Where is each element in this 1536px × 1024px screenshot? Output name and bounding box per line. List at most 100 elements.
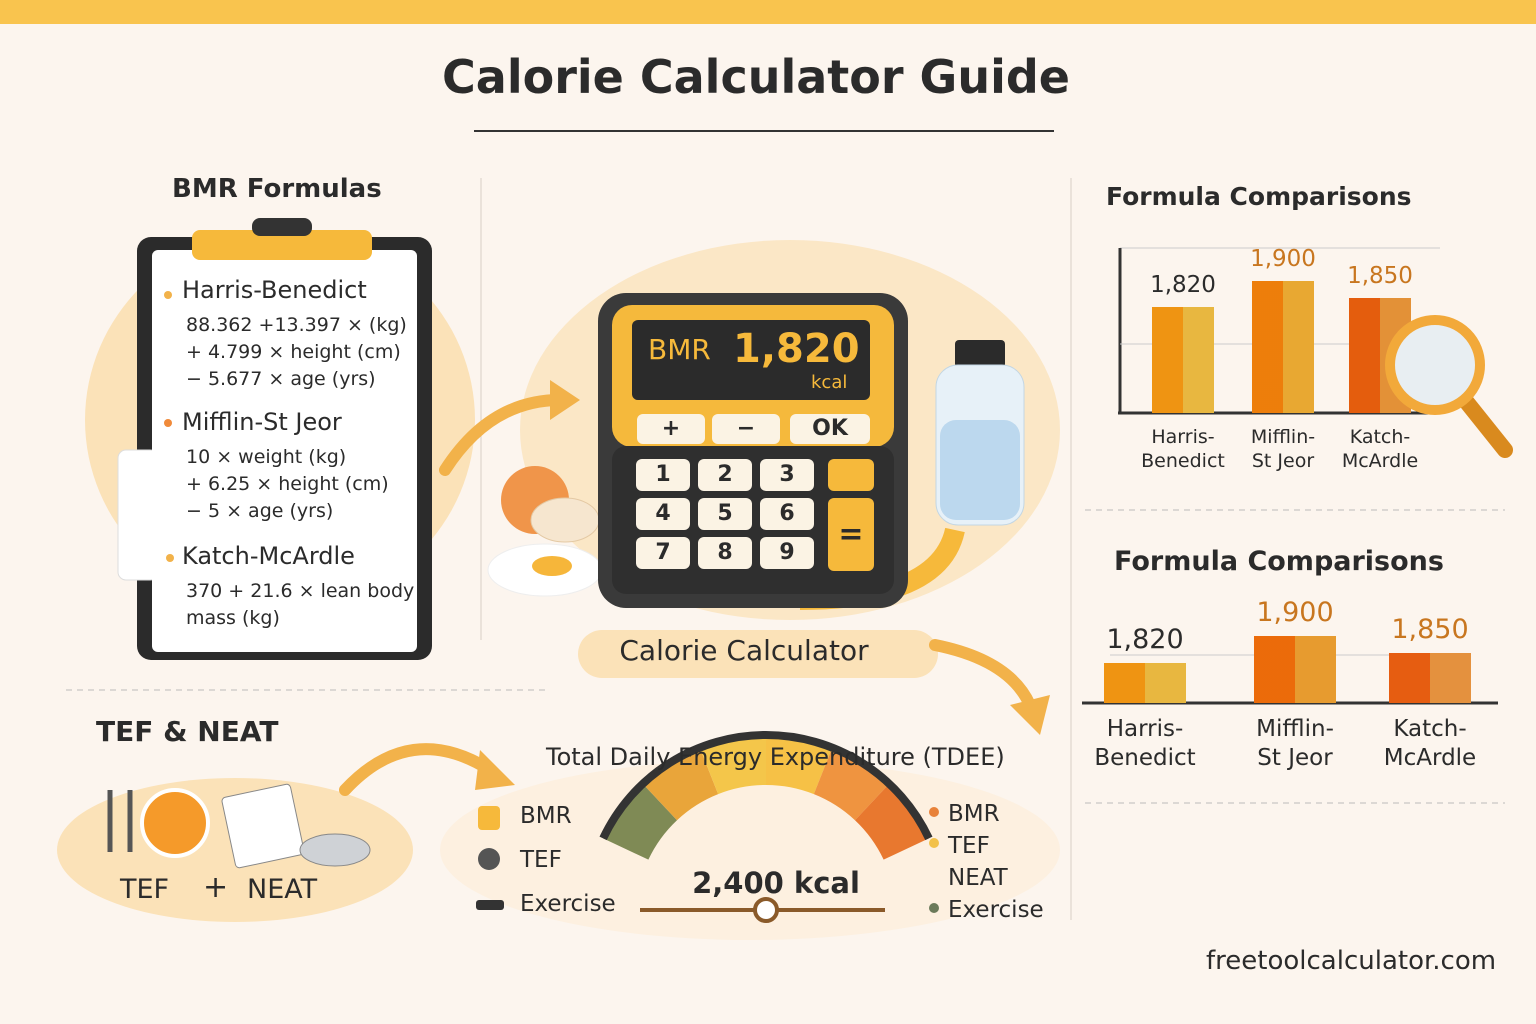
caption: Calorie Calculator xyxy=(619,634,869,667)
magnifier-handle xyxy=(1457,392,1513,458)
formula-line: 370 + 21.6 × lean body xyxy=(186,580,415,602)
arrow xyxy=(929,639,1036,711)
key xyxy=(760,498,814,530)
gauge-pivot xyxy=(753,897,779,923)
paper xyxy=(152,250,417,652)
key-label: OK xyxy=(812,416,848,441)
key-label: = xyxy=(838,517,864,552)
display-unit: kcal xyxy=(811,372,848,393)
key-label: 6 xyxy=(779,501,795,526)
bread xyxy=(530,497,600,543)
formula-line: 88.362 +13.397 × (kg) xyxy=(186,314,407,336)
magnifier xyxy=(1385,315,1513,458)
key-label: 3 xyxy=(779,462,795,487)
bullet xyxy=(164,291,172,299)
key xyxy=(636,459,690,491)
water xyxy=(940,420,1020,520)
arrow-head xyxy=(550,380,580,420)
value-label: 1,850 xyxy=(1391,614,1469,645)
gauge-segment xyxy=(854,783,929,860)
key xyxy=(698,498,752,530)
key-label: − xyxy=(736,416,756,441)
formula-line: 10 × weight (kg) xyxy=(186,446,347,468)
formula-line: − 5 × age (yrs) xyxy=(186,500,334,522)
x-tick-label: Katch- McArdle xyxy=(1341,426,1419,472)
key-label: 7 xyxy=(655,540,671,565)
legend-dot xyxy=(929,807,939,817)
key xyxy=(760,459,814,491)
x-tick-label: Katch- McArdle xyxy=(1383,716,1477,771)
value-label: 1,900 xyxy=(1250,246,1316,272)
key xyxy=(828,498,874,571)
value-label: 1,820 xyxy=(1150,272,1216,299)
key xyxy=(712,414,780,444)
arrow-head xyxy=(1010,695,1050,735)
legend-label: TEF xyxy=(520,847,562,873)
key xyxy=(636,537,690,569)
notes xyxy=(221,783,305,869)
tdee-total: 2,400 kcal xyxy=(692,866,860,900)
legend-label: TEF xyxy=(948,833,990,859)
x-tick-label: Harris- Benedict xyxy=(1141,426,1225,472)
yolk xyxy=(532,556,572,576)
x-tick-label: Mifflin- St Jeor xyxy=(1256,716,1334,771)
value-label: 1,820 xyxy=(1106,624,1184,655)
key-label: 5 xyxy=(717,501,733,526)
legend-label: Exercise xyxy=(948,897,1044,923)
formula-name: Katch-McArdle xyxy=(182,542,355,570)
formula-line: + 4.799 × height (cm) xyxy=(186,341,401,363)
legend-dot xyxy=(929,903,939,913)
key-label: 4 xyxy=(655,501,671,526)
display-label: BMR xyxy=(648,333,711,366)
gauge-segment xyxy=(642,747,719,821)
key xyxy=(698,459,752,491)
legend-dot xyxy=(929,838,939,848)
gauge-segment xyxy=(603,783,678,860)
gauge-segment xyxy=(766,735,833,795)
arrow xyxy=(439,394,566,476)
formula-name: Harris-Benedict xyxy=(182,276,367,304)
arrow-head xyxy=(475,750,515,790)
key-label: 8 xyxy=(717,540,733,565)
x-tick-label: Mifflin- St Jeor xyxy=(1250,426,1316,472)
gauge xyxy=(599,731,933,860)
tape-measure xyxy=(299,833,371,867)
key xyxy=(760,537,814,569)
section-heading: Total Daily Energy Expenditure (TDEE) xyxy=(546,743,1005,771)
operator: + xyxy=(203,870,229,905)
key-label: + xyxy=(661,416,681,441)
key-label: 1 xyxy=(655,462,671,487)
formula-name: Mifflin-St Jeor xyxy=(182,408,342,436)
formula-line: mass (kg) xyxy=(186,607,280,629)
key-label: 2 xyxy=(717,462,733,487)
formula-line: + 6.25 × height (cm) xyxy=(186,473,389,495)
key xyxy=(698,537,752,569)
tef-label: TEF xyxy=(120,874,170,905)
top-strip xyxy=(0,0,1536,24)
key xyxy=(790,414,870,444)
key xyxy=(636,498,690,530)
chart-title: Formula Comparisons xyxy=(1106,182,1412,211)
legend-label: BMR xyxy=(520,803,572,829)
legend-icon xyxy=(476,900,504,910)
section-heading: TEF & NEAT xyxy=(96,715,279,748)
blob xyxy=(578,630,938,678)
bullet xyxy=(166,554,174,562)
clip xyxy=(192,230,372,260)
key xyxy=(828,459,874,491)
arrow xyxy=(339,743,496,796)
clip-knob xyxy=(252,218,312,236)
gauge-outline xyxy=(599,731,933,841)
legend-label: NEAT xyxy=(948,865,1008,891)
section-heading: BMR Formulas xyxy=(172,174,382,204)
display xyxy=(632,320,870,400)
gauge-segment xyxy=(813,747,890,821)
x-tick-label: Harris- Benedict xyxy=(1094,716,1196,771)
legend-label: BMR xyxy=(948,801,1000,827)
chart-title: Formula Comparisons xyxy=(1114,546,1444,577)
footer: freetoolcalculator.com xyxy=(1206,946,1497,976)
formula-line: − 5.677 × age (yrs) xyxy=(186,368,376,390)
display-value: 1,820 xyxy=(733,326,860,372)
